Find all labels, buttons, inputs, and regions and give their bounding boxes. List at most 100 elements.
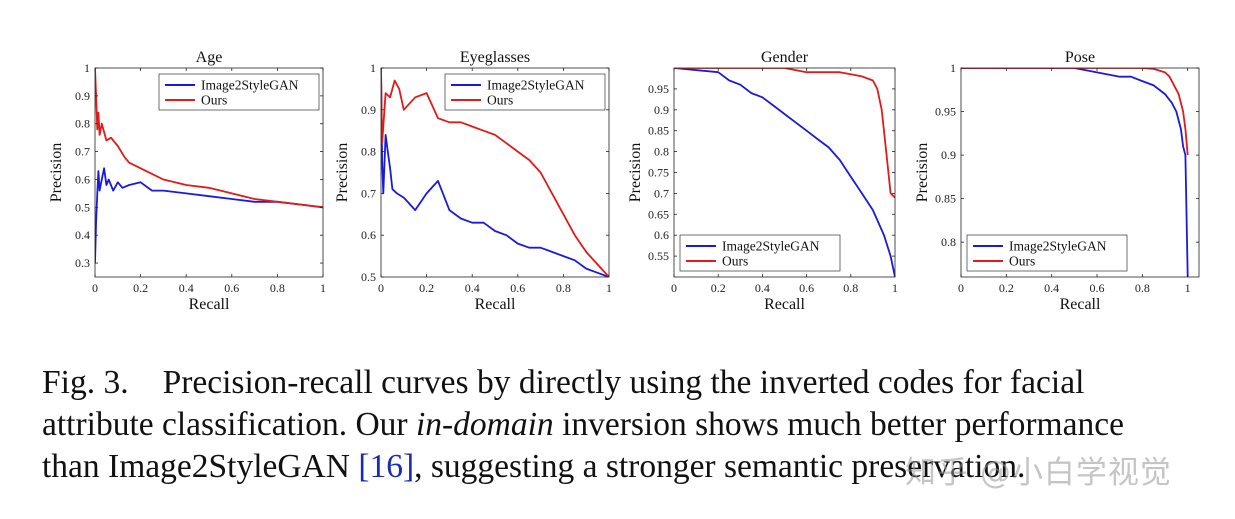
x-tick-label: 0.6 (510, 281, 525, 295)
y-tick-label: 0.8 (361, 145, 376, 159)
series-line-ours (381, 68, 609, 277)
series-line-image2stylegan (961, 68, 1189, 277)
x-tick-label: 0.6 (799, 281, 814, 295)
y-tick-label: 0.85 (935, 192, 956, 206)
chart-title: Gender (761, 49, 809, 66)
legend-box (158, 73, 320, 111)
x-tick-label: 0.2 (999, 281, 1014, 295)
y-tick-label: 0.65 (648, 207, 669, 221)
legend-entry: Image2StyleGAN (722, 239, 820, 254)
figure-caption: Fig. 3. Precision-recall curves by direct… (42, 362, 1214, 488)
y-tick-label: 1 (950, 61, 956, 75)
chart-pose: Pose 0 0.2 0.4 0.6 0.8 1 0.8 0.85 0.9 0.95 1 Recall P… (914, 49, 1200, 313)
citation-link[interactable]: [16] (358, 448, 415, 485)
caption-text-3a: than Image2StyleGAN (42, 448, 359, 485)
caption-line-2: attribute classification. Our in-domain … (42, 404, 1214, 446)
plot-frame (960, 67, 1200, 278)
chart-title: Pose (1065, 49, 1095, 66)
y-tick-label: 0.95 (648, 82, 669, 96)
x-axis-label: Recall (764, 296, 805, 313)
y-tick-label: 0.4 (75, 228, 90, 242)
plot-frame (380, 67, 610, 278)
x-axis-label: Recall (189, 296, 230, 313)
legend-entry: Ours (1009, 254, 1035, 269)
legend-entry: Image2StyleGAN (1009, 239, 1107, 254)
series-line-image2stylegan (674, 68, 895, 277)
chart-gender: Gender 0 0.2 0.4 0.6 0.8 1 0.55 0.6 0.65 0.7 0.75 0.… (627, 49, 898, 313)
x-tick-label: 0.2 (419, 281, 434, 295)
x-tick-label: 0.4 (1044, 281, 1059, 295)
x-tick-label: 1 (1185, 281, 1191, 295)
legend-entry: Image2StyleGAN (201, 78, 299, 93)
y-axis-label: Precision (627, 143, 644, 203)
y-tick-label: 0.8 (941, 235, 956, 249)
x-tick-label: 0.6 (1090, 281, 1105, 295)
legend-box (966, 234, 1128, 272)
legend-entry: Image2StyleGAN (487, 78, 585, 93)
y-tick-label: 0.5 (361, 270, 376, 284)
y-axis-label: Precision (48, 143, 65, 203)
y-tick-label: 1 (370, 61, 376, 75)
x-tick-label: 0.4 (465, 281, 480, 295)
y-tick-label: 0.9 (654, 103, 669, 117)
watermark: 知乎 @小白学视觉 (905, 455, 1172, 491)
x-tick-label: 0 (671, 281, 677, 295)
caption-text-1: Precision-recall curves by directly usin… (162, 364, 1085, 401)
y-tick-label: 0.9 (75, 89, 90, 103)
chart-title: Eyeglasses (460, 49, 530, 66)
chart-eyeglasses: Eyeglasses 0 0.2 0.4 0.6 0.8 1 0.5 0.6 0.7 0.8 0.9 1… (334, 49, 612, 313)
x-tick-label: 0.4 (755, 281, 770, 295)
x-tick-label: 1 (892, 281, 898, 295)
caption-text-2b: inversion shows much better performance (553, 406, 1124, 443)
x-tick-label: 0.2 (711, 281, 726, 295)
y-tick-label: 0.8 (75, 117, 90, 131)
series-line-ours (95, 68, 323, 209)
caption-line-1: Fig. 3. Precision-recall curves by direct… (42, 362, 1214, 404)
series-line-image2stylegan (381, 68, 609, 277)
y-tick-label: 0.55 (648, 249, 669, 263)
y-tick-label: 0.9 (941, 148, 956, 162)
y-tick-label: 0.85 (648, 124, 669, 138)
x-tick-label: 0 (958, 281, 964, 295)
y-tick-label: 1 (84, 61, 90, 75)
x-tick-label: 0.6 (224, 281, 239, 295)
y-tick-label: 0.95 (935, 105, 956, 119)
x-tick-label: 0.4 (179, 281, 194, 295)
legend-entry: Ours (722, 254, 748, 269)
plot-frame (94, 67, 324, 278)
legend-entry: Ours (201, 93, 227, 108)
y-tick-label: 0.7 (75, 145, 90, 159)
y-tick-label: 0.75 (648, 166, 669, 180)
figure-panels: Age 0 0.2 0.4 0.6 0.8 1 0.3 0.4 0.5 0.6 0.7 0.8 0.9 1 R… (48, 49, 1200, 313)
x-tick-label: 0.2 (133, 281, 148, 295)
caption-emphasis: in-domain (415, 406, 554, 443)
series-line-image2stylegan (95, 167, 323, 264)
legend-box (444, 73, 606, 111)
caption-text-3b: , suggesting a stronger semantic preserv… (414, 448, 1026, 485)
legend-entry: Ours (487, 93, 513, 108)
y-tick-label: 0.6 (654, 228, 669, 242)
y-axis-label: Precision (914, 143, 931, 203)
y-tick-label: 0.3 (75, 256, 90, 270)
y-tick-label: 0.6 (361, 228, 376, 242)
series-line-ours (961, 68, 1189, 156)
caption-fig-label: Fig. 3. (42, 364, 129, 401)
chart-title: Age (196, 49, 223, 66)
y-tick-label: 0.8 (654, 145, 669, 159)
y-tick-label: 0.5 (75, 200, 90, 214)
x-axis-label: Recall (1060, 296, 1101, 313)
x-tick-label: 1 (606, 281, 612, 295)
x-tick-label: 1 (320, 281, 326, 295)
x-axis-label: Recall (475, 296, 516, 313)
y-axis-label: Precision (334, 143, 351, 203)
legend-box (679, 234, 841, 272)
x-tick-label: 0.8 (556, 281, 571, 295)
y-tick-label: 0.6 (75, 172, 90, 186)
caption-line-3: than Image2StyleGAN [16], suggesting a s… (42, 446, 1214, 488)
y-tick-label: 0.9 (361, 103, 376, 117)
x-tick-label: 0 (378, 281, 384, 295)
